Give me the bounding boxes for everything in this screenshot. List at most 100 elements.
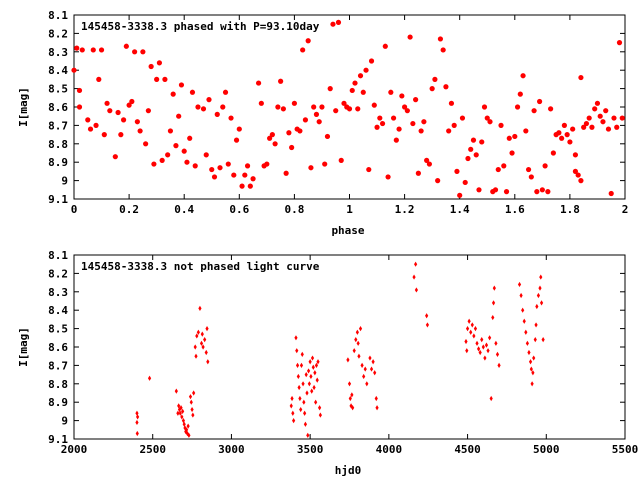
- data-point: [195, 333, 199, 339]
- data-point: [267, 135, 273, 141]
- x-axis-label: phase: [331, 224, 364, 237]
- data-point: [315, 377, 319, 383]
- data-point: [473, 152, 479, 158]
- data-point: [468, 146, 474, 152]
- y-tick-label: 8.2: [48, 27, 68, 40]
- data-point: [313, 111, 320, 117]
- data-point: [357, 353, 361, 359]
- data-point: [495, 351, 500, 357]
- data-point: [472, 333, 476, 339]
- data-point: [255, 80, 262, 86]
- data-point: [299, 362, 304, 368]
- data-point: [195, 104, 201, 110]
- phased-chart: 0 0.2 0.4 0.6 0.8 1 1.2 1.4 1.6 1.8 2 8.1 8.2 8.3 8.4…: [17, 9, 628, 237]
- data-point: [545, 189, 551, 195]
- data-point: [322, 161, 328, 167]
- data-point: [448, 100, 455, 106]
- data-point: [360, 362, 364, 368]
- data-point: [206, 359, 210, 365]
- data-point: [541, 337, 545, 343]
- data-point: [231, 172, 237, 178]
- data-point: [290, 395, 294, 402]
- data-point: [608, 190, 614, 197]
- data-point: [330, 21, 336, 27]
- data-point: [167, 128, 174, 134]
- data-point: [311, 364, 315, 370]
- data-point: [476, 346, 481, 352]
- data-point: [184, 159, 190, 165]
- data-point: [531, 370, 535, 376]
- data-point: [188, 394, 193, 400]
- x-tick-label: 1.4: [450, 203, 470, 216]
- data-point: [294, 335, 298, 341]
- x-axis-label: hjd0: [335, 464, 362, 477]
- data-point: [183, 425, 187, 431]
- data-point: [437, 36, 444, 42]
- data-point: [572, 152, 579, 158]
- y-tick-labels: 8.1 8.2 8.3 8.4 8.5 8.6 8.7 8.8 8.9 9 9.1: [48, 9, 68, 206]
- y-tick-label: 9: [61, 175, 68, 188]
- y-tick-label: 9.1: [48, 193, 68, 206]
- data-point: [424, 157, 430, 163]
- data-point: [303, 410, 307, 416]
- data-point: [594, 100, 601, 106]
- data-point: [481, 104, 488, 110]
- data-point: [385, 174, 391, 180]
- data-point: [278, 78, 284, 84]
- data-point: [426, 161, 432, 167]
- data-point: [189, 89, 196, 95]
- data-point: [295, 348, 299, 354]
- data-point: [550, 150, 556, 156]
- data-point: [514, 104, 521, 110]
- data-point: [308, 359, 312, 365]
- data-point: [497, 362, 501, 368]
- data-point: [310, 388, 314, 394]
- data-point: [581, 124, 587, 130]
- data-point: [539, 274, 543, 280]
- data-point: [583, 120, 590, 127]
- data-point: [369, 366, 374, 372]
- data-point: [382, 43, 388, 49]
- data-point: [134, 119, 140, 125]
- y-tick-label: 8.7: [48, 359, 68, 372]
- data-point: [244, 163, 251, 169]
- data-point: [186, 423, 190, 429]
- y-tick-label: 8.3: [48, 46, 68, 59]
- data-point: [135, 419, 139, 426]
- data-point: [377, 115, 383, 121]
- data-points: [71, 19, 625, 198]
- data-point: [311, 104, 317, 110]
- data-point: [524, 329, 528, 335]
- data-point: [324, 133, 331, 140]
- data-point: [205, 326, 209, 332]
- data-point: [137, 128, 143, 134]
- data-point: [484, 115, 490, 121]
- data-point: [589, 124, 595, 130]
- data-point: [250, 176, 256, 182]
- data-point: [204, 349, 208, 356]
- data-point: [303, 421, 308, 427]
- data-point: [123, 43, 129, 49]
- data-point: [465, 155, 471, 162]
- data-point: [429, 86, 435, 92]
- data-point: [368, 355, 372, 361]
- data-point: [308, 165, 314, 171]
- data-point: [503, 189, 510, 195]
- data-point: [462, 179, 468, 186]
- data-point: [217, 165, 223, 171]
- data-point: [373, 370, 377, 376]
- data-point: [399, 93, 405, 99]
- data-point: [314, 362, 319, 368]
- data-point: [300, 351, 304, 357]
- y-tick-label: 8.5: [48, 83, 68, 96]
- y-tick-label: 8.7: [48, 119, 68, 132]
- data-point: [211, 174, 218, 180]
- data-point: [525, 166, 532, 173]
- data-point: [597, 113, 603, 119]
- unphased-light-curve-chart: 2000 2500 3000 3500 4000 4500 5000 5500 8.18.28…: [17, 249, 638, 477]
- data-point: [198, 305, 202, 311]
- data-point: [275, 104, 281, 110]
- data-point: [120, 117, 127, 123]
- data-point: [356, 340, 360, 346]
- data-point: [478, 349, 482, 356]
